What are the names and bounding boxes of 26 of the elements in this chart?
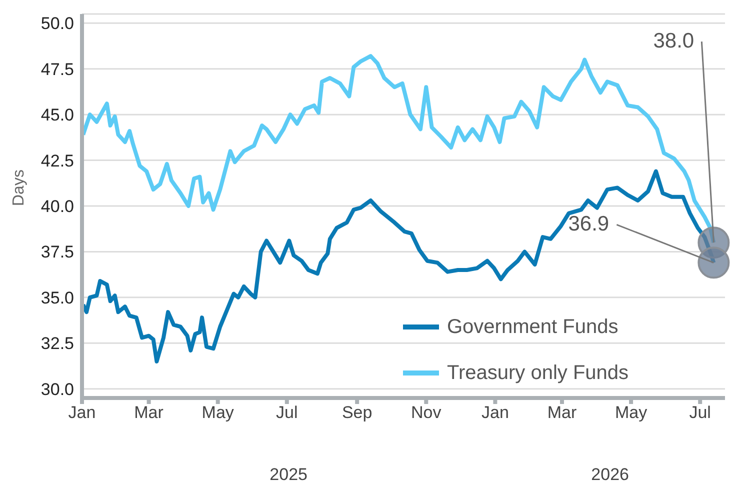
legend-label: Government Funds	[447, 316, 618, 338]
annotation: 38.0	[653, 30, 694, 53]
x-tick-label: Mar	[134, 403, 164, 422]
annotation: 36.9	[568, 212, 610, 236]
y-tick-label: 47.5	[40, 60, 74, 79]
y-tick-label: 45.0	[40, 106, 74, 125]
text: 2026	[591, 465, 630, 484]
x-tick-label: Sep	[342, 403, 372, 422]
y-tick-label: 50.0	[40, 14, 74, 34]
y-tick-label: 35.0	[40, 288, 74, 308]
x-tick-label: Jan	[481, 403, 509, 422]
y-axis-title: Days	[10, 170, 28, 206]
x-tick-label: Jan	[68, 403, 96, 422]
text: 2025	[270, 465, 308, 484]
y-tick-label: 42.5	[40, 151, 74, 170]
x-tick-label: May	[614, 403, 648, 422]
y-tick-label: 37.5	[40, 242, 74, 262]
x-tick-label: Mar	[547, 403, 577, 422]
x-tick-label: Jul	[689, 403, 711, 422]
y-tick-label: 40.0	[40, 197, 74, 216]
y-tick-label: 32.5	[40, 334, 74, 354]
x-tick-label: Nov	[411, 403, 442, 422]
legend-label: Treasury only Funds	[447, 362, 629, 384]
y-tick-label: 30.0	[40, 380, 74, 399]
x-tick-label: Jul	[276, 403, 298, 422]
x-tick-label: May	[202, 403, 234, 422]
